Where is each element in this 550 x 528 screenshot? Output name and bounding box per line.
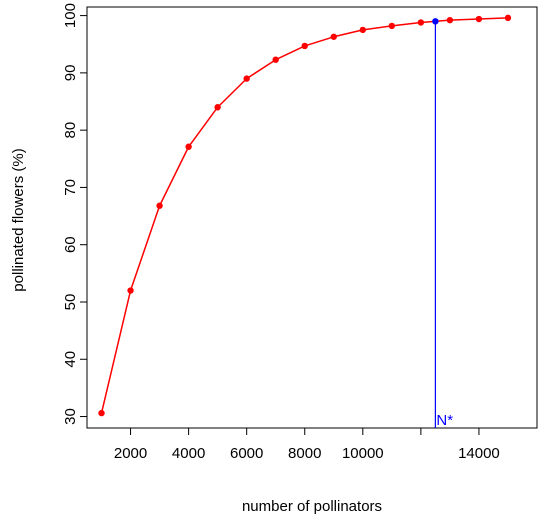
y-axis-tick-label: 100: [62, 3, 79, 28]
series-line: [100, 17, 509, 414]
y-axis-tick-label: 30: [62, 408, 79, 425]
data-point: [156, 202, 163, 209]
data-point: [301, 42, 308, 50]
data-point: [330, 33, 337, 40]
x-axis-tick-label: 4000: [172, 445, 205, 462]
marker-layer: N*: [432, 18, 453, 429]
data-point: [446, 16, 454, 24]
series-layer: [98, 14, 512, 417]
data-point: [214, 104, 221, 111]
x-axis: 2000 4000 6000 8000 10000 14000: [114, 428, 500, 462]
y-axis-tick-label: 40: [62, 351, 79, 368]
y-axis-tick-label: 70: [62, 179, 79, 196]
x-axis-tick-label: 10000: [342, 445, 384, 462]
x-axis-tick-label: 6000: [230, 445, 263, 462]
data-point: [243, 75, 250, 82]
data-point: [127, 287, 134, 294]
data-point: [417, 19, 425, 26]
data-point: [359, 26, 367, 34]
y-axis-title: pollinated flowers (%): [10, 148, 27, 291]
y-axis: 30 40 50 60 70 80 90 100: [62, 3, 87, 425]
data-point: [475, 15, 483, 23]
data-point: [272, 56, 279, 63]
plot-frame: [86, 6, 538, 429]
n-star-point: [432, 18, 439, 25]
data-point: [504, 14, 512, 22]
y-axis-tick-label: 80: [62, 122, 79, 139]
n-star-label: N*: [436, 412, 453, 429]
x-axis-tick-label: 8000: [288, 445, 321, 462]
y-axis-tick-label: 90: [62, 65, 79, 82]
y-axis-tick-label: 50: [62, 294, 79, 311]
x-axis-tick-label: 2000: [114, 445, 147, 462]
data-point: [98, 409, 105, 417]
x-axis-tick-label: 14000: [458, 445, 500, 462]
y-axis-tick-label: 60: [62, 236, 79, 253]
data-point: [388, 22, 396, 30]
data-point: [185, 143, 192, 150]
x-axis-title: number of pollinators: [242, 498, 382, 515]
